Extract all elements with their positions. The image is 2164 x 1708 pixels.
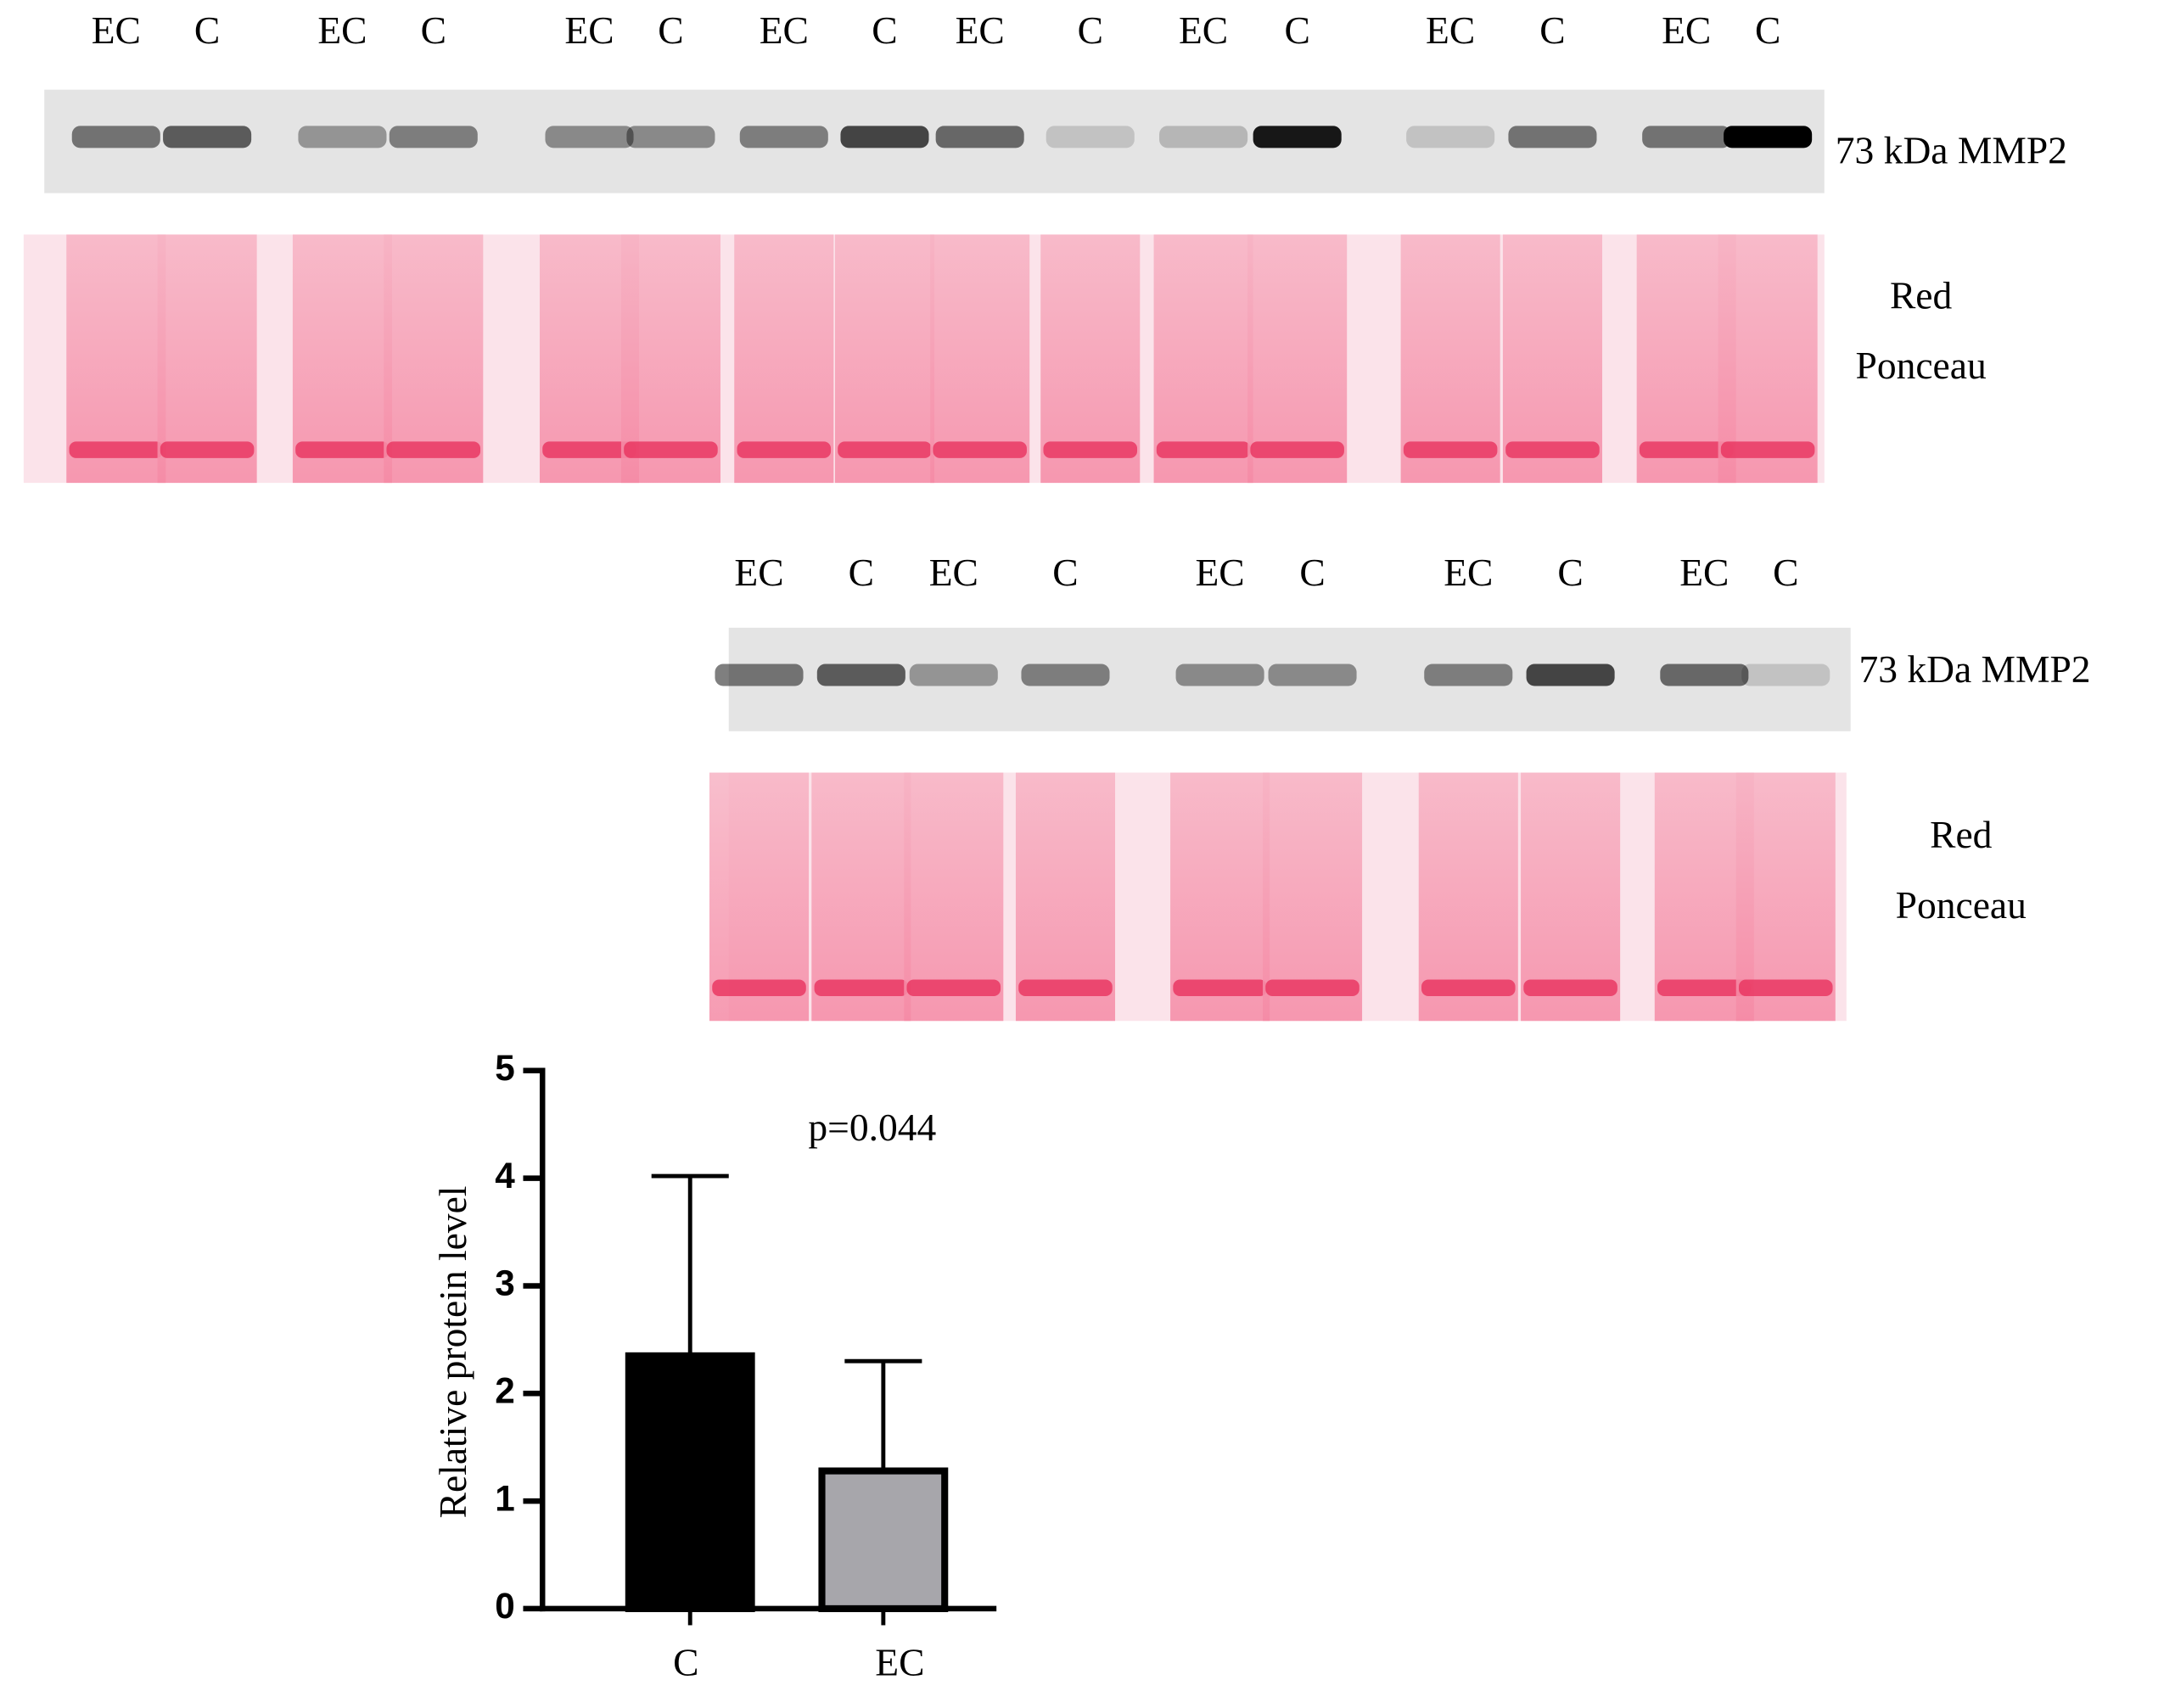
blot-band (1508, 126, 1597, 148)
lane-label: C (1755, 8, 1780, 52)
lane-label: EC (1179, 8, 1228, 52)
y-tick-label: 0 (495, 1586, 515, 1626)
ponceau-band (1639, 441, 1734, 458)
blot-band (1660, 664, 1749, 686)
lane-label: EC (1662, 8, 1711, 52)
ponceau-band (1403, 441, 1498, 458)
ponceau-band (1173, 979, 1267, 996)
lane-label: C (1052, 551, 1078, 594)
blot-band (1424, 664, 1513, 686)
ponceau-band (1043, 441, 1138, 458)
ponceau-band (814, 979, 909, 996)
blot-band (1253, 126, 1342, 148)
x-tick-label: EC (875, 1641, 924, 1684)
ponceau-band (1505, 441, 1600, 458)
blot-band (1046, 126, 1135, 148)
blot-band (1175, 664, 1264, 686)
ponceau-band (386, 441, 481, 458)
blot-band (739, 126, 828, 148)
blot-band (1159, 126, 1248, 148)
y-tick-label: 3 (495, 1263, 515, 1303)
lane-label: EC (1679, 551, 1729, 594)
ponceau-band (542, 441, 636, 458)
blot-band (298, 126, 387, 148)
ponceau-band (1657, 979, 1752, 996)
blot-band (626, 126, 715, 148)
y-tick-label: 1 (495, 1478, 515, 1518)
blot-band (1642, 126, 1731, 148)
lane-label: C (1557, 551, 1583, 594)
stain-label: Red (1930, 813, 1993, 856)
lane-label: C (872, 8, 897, 52)
lane-label: EC (760, 8, 809, 52)
lane-label: EC (929, 551, 978, 594)
ponceau-band (1156, 441, 1251, 458)
ponceau-band (1250, 441, 1344, 458)
lane-label: C (849, 551, 874, 594)
lane-label: EC (564, 8, 614, 52)
lane-label: EC (1444, 551, 1493, 594)
lane-label: EC (92, 8, 141, 52)
blot-band (935, 126, 1024, 148)
lane-label: C (1078, 8, 1103, 52)
lane-label: EC (734, 551, 783, 594)
y-tick-label: 5 (495, 1048, 515, 1088)
ponceau-band (1421, 979, 1516, 996)
blot-band (71, 126, 160, 148)
bar (625, 1352, 755, 1612)
blot-band (1406, 126, 1495, 148)
ponceau-band (712, 979, 806, 996)
y-tick-label: 2 (495, 1370, 515, 1410)
lane-label: C (194, 8, 220, 52)
lane-label: C (1539, 8, 1565, 52)
lane-label: EC (1196, 551, 1245, 594)
lane-label: C (658, 8, 683, 52)
blot-band (163, 126, 252, 148)
blot-band (1526, 664, 1615, 686)
ponceau-band (624, 441, 718, 458)
x-tick-label: C (673, 1641, 698, 1684)
ponceau-band (906, 979, 1001, 996)
lane-label: EC (317, 8, 367, 52)
stain-label: Ponceau (1896, 883, 2027, 927)
blot-band (1021, 664, 1110, 686)
blot-band (909, 664, 998, 686)
y-tick-label: 4 (495, 1156, 515, 1196)
lane-label: EC (956, 8, 1005, 52)
ponceau-band (295, 441, 390, 458)
ponceau-band (1018, 979, 1113, 996)
stain-label: Ponceau (1856, 344, 1987, 387)
ponceau-band (933, 441, 1027, 458)
lane-label: EC (1426, 8, 1475, 52)
ponceau-band (1720, 441, 1815, 458)
ponceau-band (160, 441, 255, 458)
ponceau-band (1265, 979, 1360, 996)
band-label: 73 kDa MMP2 (1836, 129, 2067, 172)
blot-band (840, 126, 929, 148)
blot-band (816, 664, 905, 686)
blot-band (1268, 664, 1357, 686)
lane-label: C (1773, 551, 1798, 594)
blot-band (545, 126, 634, 148)
band-label: 73 kDa MMP2 (1858, 647, 2090, 691)
ponceau-band (1738, 979, 1833, 996)
ponceau-band (1523, 979, 1617, 996)
stain-label: Red (1890, 273, 1953, 316)
bar (818, 1467, 949, 1612)
blot-band (1741, 664, 1830, 686)
lane-label: C (1284, 8, 1309, 52)
blot-band (389, 126, 478, 148)
annotation: p=0.044 (808, 1106, 936, 1149)
blot-band (1724, 126, 1813, 148)
lane-label: C (1299, 551, 1325, 594)
blot-band (715, 664, 804, 686)
lane-label: C (421, 8, 446, 52)
y-axis-label: Relative protein level (431, 1186, 474, 1519)
ponceau-band (69, 441, 164, 458)
ponceau-band (737, 441, 832, 458)
ponceau-band (838, 441, 932, 458)
